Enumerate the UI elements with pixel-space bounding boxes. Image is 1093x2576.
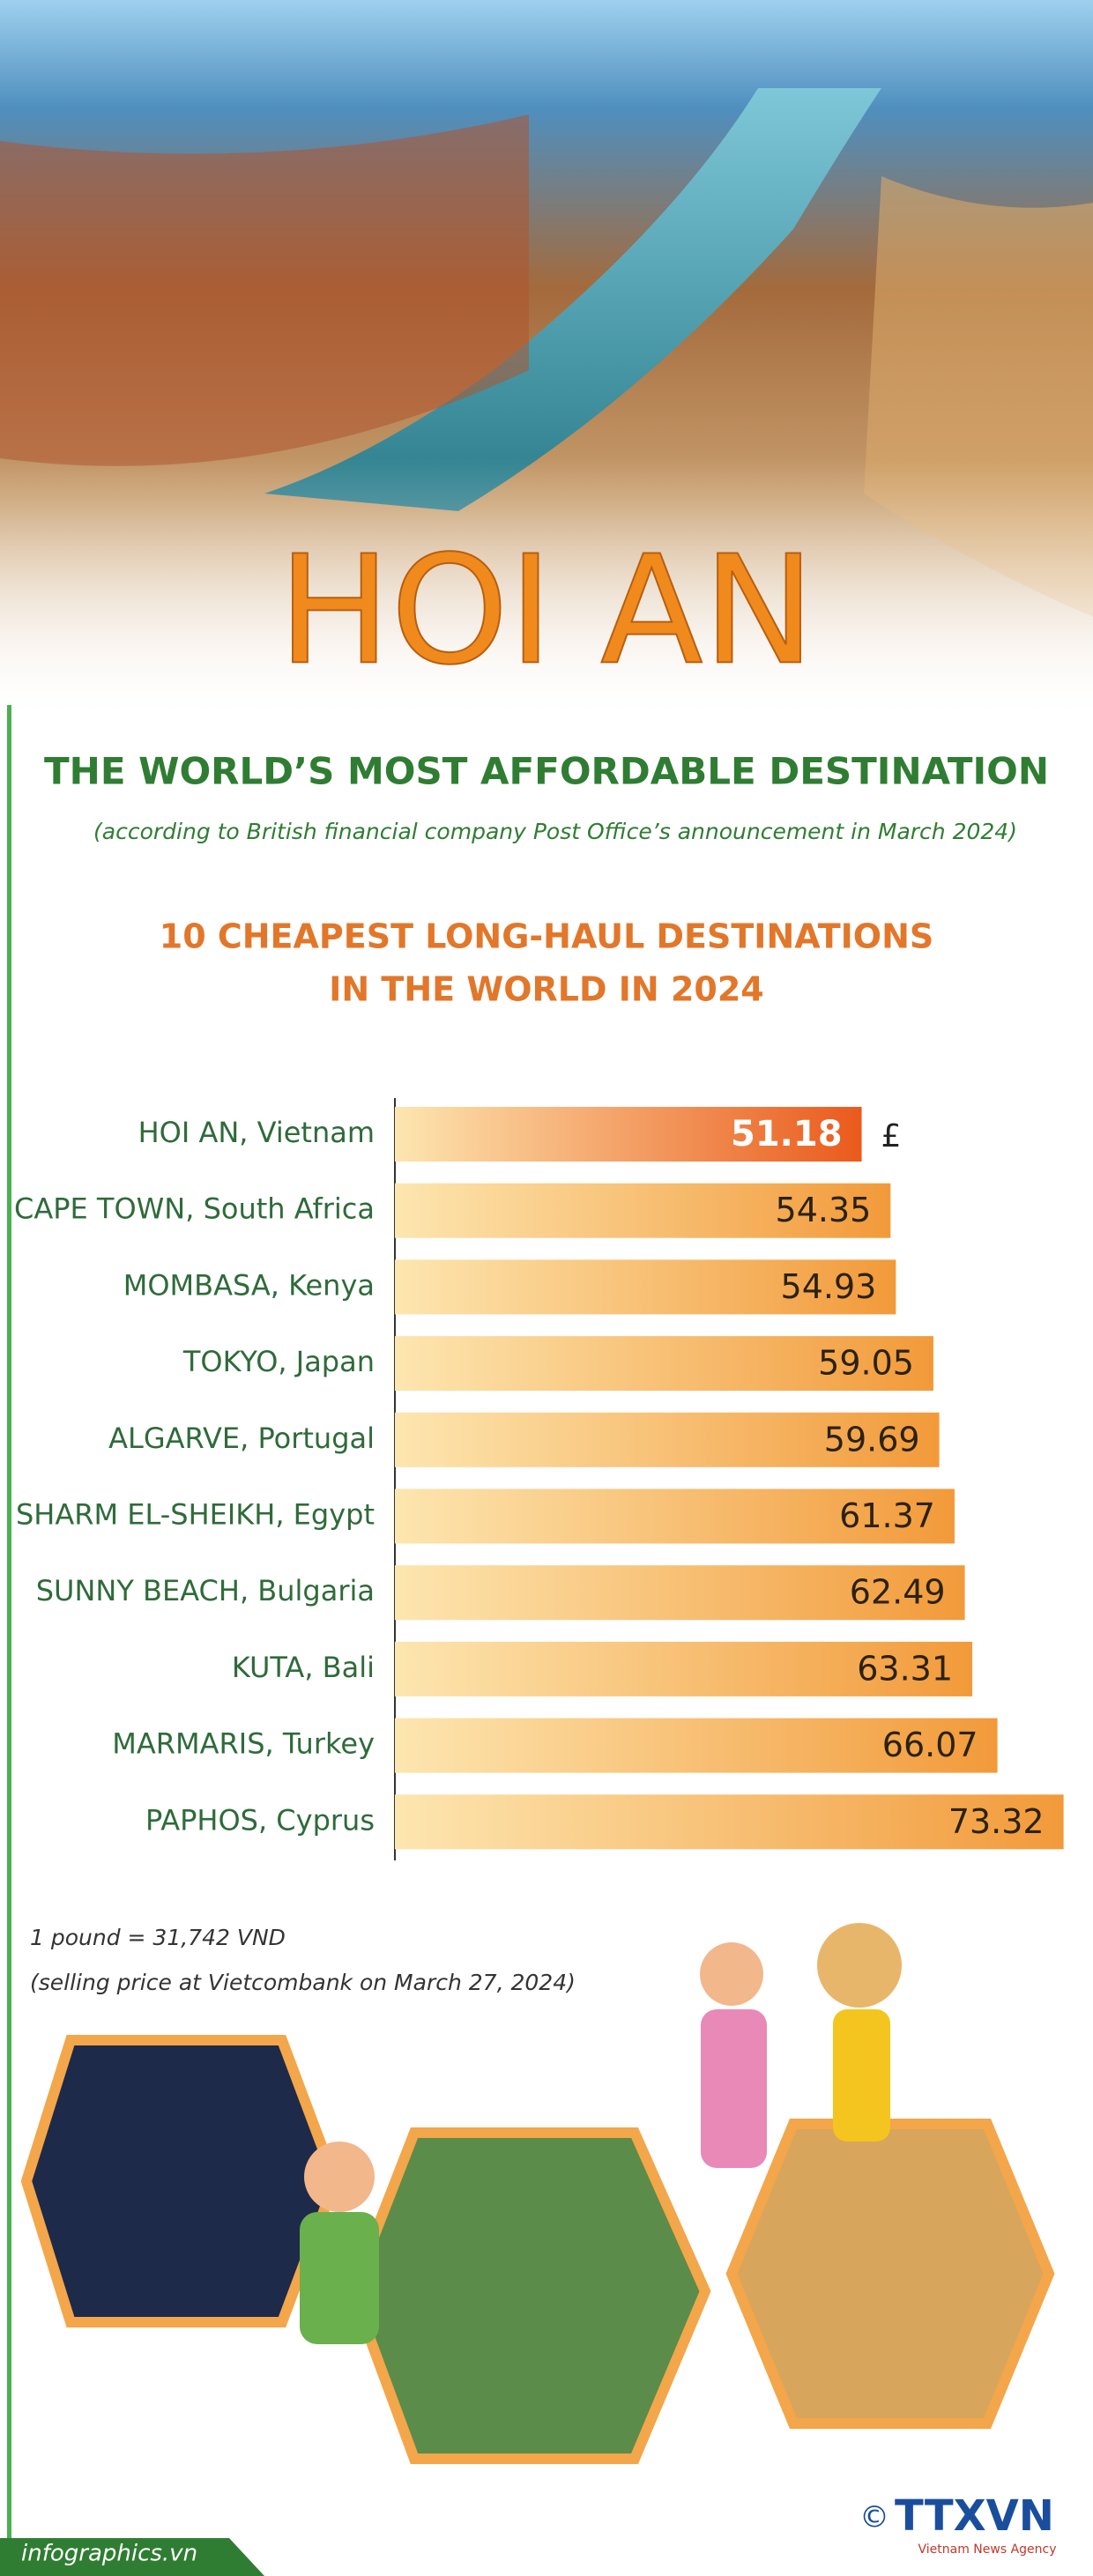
photo-fade (0, 458, 1093, 723)
footnote: (selling price at Vietcombank on March 2… (30, 1970, 576, 1995)
unit-label: £ (881, 1118, 902, 1154)
value-label: 73.32 (948, 1802, 1045, 1841)
category-label: CAPE TOWN, South Africa (14, 1192, 375, 1226)
traveler-illustration (817, 1923, 902, 2008)
header-title: HOI AN (278, 523, 814, 698)
bar (395, 1412, 940, 1467)
river (264, 88, 881, 511)
value-label: 63.31 (857, 1649, 953, 1688)
category-label: SHARM EL-SHEIKH, Egypt (16, 1498, 375, 1532)
traveler-illustration (700, 1942, 763, 2006)
bar (395, 1259, 896, 1315)
copyright: © (859, 2500, 889, 2535)
value-label: 62.49 (850, 1573, 946, 1612)
category-label: PAPHOS, Cyprus (145, 1803, 375, 1837)
value-label: 61.37 (839, 1496, 935, 1535)
category-label: ALGARVE, Portugal (108, 1422, 375, 1455)
chart-note: (according to British financial company … (93, 819, 1017, 844)
footer-band (0, 2538, 264, 2576)
photo-hex (346, 2127, 711, 2464)
traveler-illustration (304, 2142, 375, 2212)
bar (395, 1718, 998, 1773)
value-label: 59.69 (824, 1420, 920, 1459)
bar (395, 1336, 933, 1392)
traveler-illustration (701, 2009, 767, 2168)
value-label: 59.05 (818, 1344, 914, 1383)
traveler-illustration (833, 2009, 890, 2142)
bar (395, 1565, 965, 1621)
bar (395, 1794, 1064, 1850)
bar (395, 1641, 973, 1696)
footer-site: infographics.vn (21, 2541, 197, 2567)
category-label: MOMBASA, Kenya (123, 1268, 375, 1302)
traveler-illustration (300, 2212, 379, 2344)
photo-hex (20, 2035, 341, 2327)
footnote: 1 pound = 31,742 VND (30, 1925, 286, 1950)
chart-subtitle: 10 CHEAPEST LONG-HAUL DESTINATIONS (160, 917, 934, 956)
category-label: MARMARIS, Turkey (112, 1727, 375, 1761)
logo-sub: Vietnam News Agency (918, 2543, 1056, 2557)
category-label: KUTA, Bali (232, 1651, 375, 1684)
chart-title: THE WORLD’S MOST AFFORDABLE DESTINATION (44, 750, 1049, 793)
bar (395, 1107, 862, 1162)
bar (395, 1183, 891, 1238)
value-label: 54.35 (776, 1191, 872, 1229)
value-label: 66.07 (882, 1726, 978, 1764)
category-label: SUNNY BEACH, Bulgaria (36, 1574, 375, 1607)
value-label: 54.93 (781, 1267, 877, 1306)
logo: TTXVN (895, 2491, 1054, 2541)
photo-hex (725, 2119, 1055, 2429)
roofs (0, 115, 529, 466)
value-label: 51.18 (731, 1114, 843, 1154)
chart-subtitle: IN THE WORLD IN 2024 (329, 970, 763, 1009)
bar (395, 1488, 955, 1544)
category-label: HOI AN, Vietnam (138, 1116, 375, 1149)
side-rule (7, 705, 11, 2538)
category-label: TOKYO, Japan (182, 1345, 375, 1378)
